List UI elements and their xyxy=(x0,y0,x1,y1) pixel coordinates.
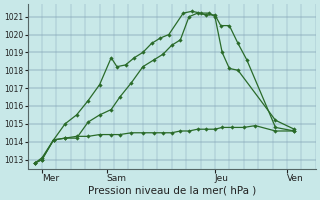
X-axis label: Pression niveau de la mer( hPa ): Pression niveau de la mer( hPa ) xyxy=(88,186,256,196)
